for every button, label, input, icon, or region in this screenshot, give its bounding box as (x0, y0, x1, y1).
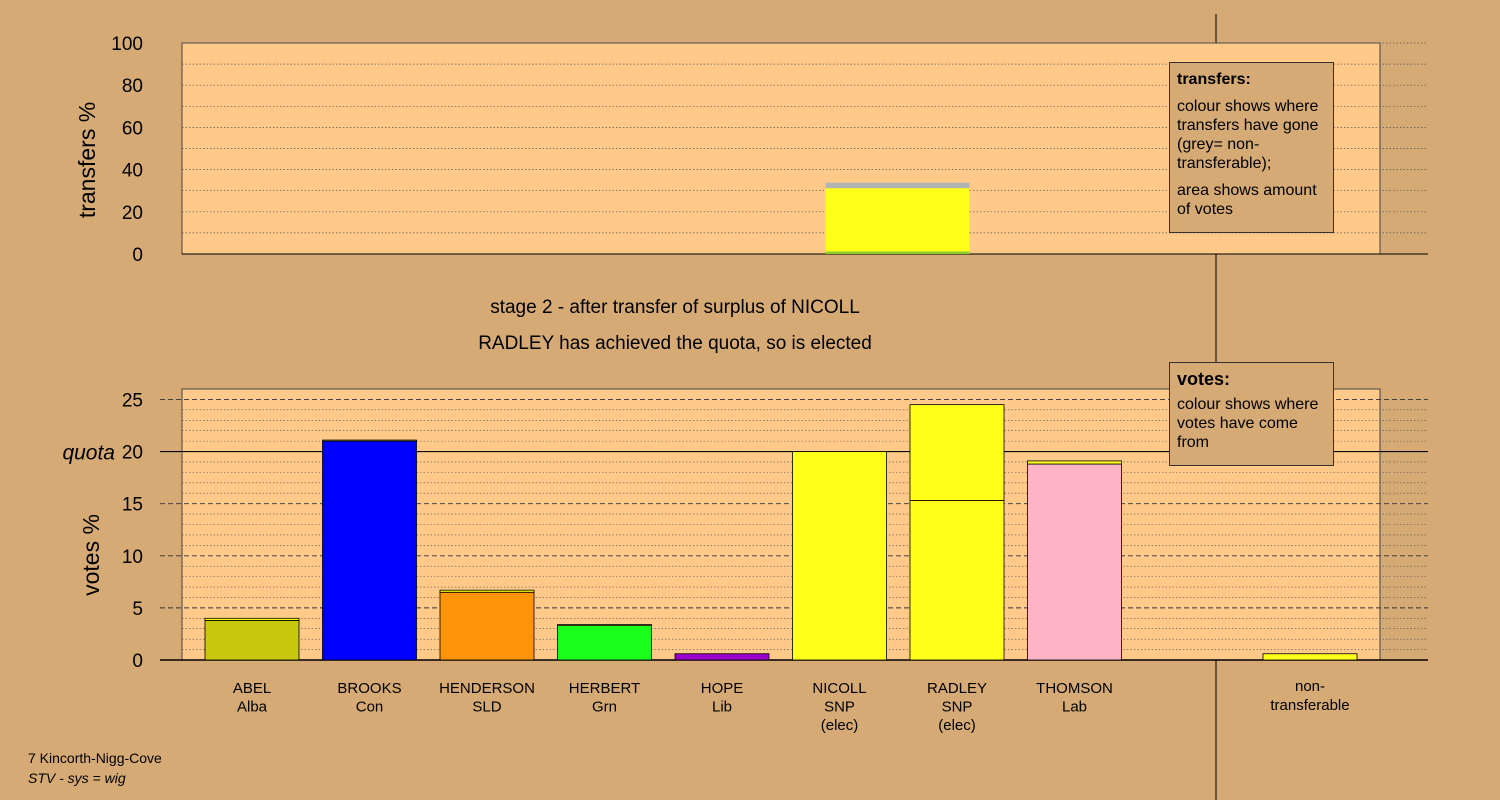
votes-bar-segment (322, 439, 417, 442)
nontransferable-label: transferable (1270, 697, 1349, 714)
candidate-label: ABEL (233, 680, 271, 697)
candidate-label: HOPE (701, 680, 744, 697)
votes-y-axis-label: votes % (78, 514, 104, 596)
candidate-label: SNP (824, 699, 855, 716)
candidate-label: SNP (942, 699, 973, 716)
stage-subtitle: stage 2 - after transfer of surplus of N… (490, 297, 860, 318)
elected-subtitle: RADLEY has achieved the quota, so is ele… (478, 333, 872, 354)
votes-y-tick-label: 5 (132, 599, 143, 620)
votes-bar-segment (439, 591, 535, 661)
votes-legend-heading: votes: (1177, 369, 1231, 389)
votes-bar-segment (204, 619, 300, 661)
candidate-label: HENDERSON (439, 680, 535, 697)
transfers-y-tick-label: 40 (122, 161, 143, 182)
candidate-label: SLD (472, 699, 501, 716)
quota-label: quota (62, 442, 115, 465)
candidate-label: BROOKS (337, 680, 401, 697)
transfers-y-tick-label: 60 (122, 118, 143, 139)
transfers-y-tick-label: 100 (111, 34, 143, 55)
transfers-y-axis-label: transfers % (74, 102, 100, 218)
votes-bar-segment (204, 617, 300, 621)
votes-bar-segment (909, 500, 1005, 661)
transfers-legend-text-colour: colour shows where transfers have gone (… (1177, 98, 1319, 172)
votes-bar-segment (557, 625, 652, 661)
votes-y-tick-label: 25 (122, 390, 143, 411)
candidate-label: Lab (1062, 699, 1087, 716)
candidate-label: RADLEY (927, 680, 987, 697)
votes-bar-segment (909, 404, 1005, 501)
footer: 7 Kincorth-Nigg-Cove STV - sys = wig (28, 748, 162, 788)
nontransferable-label: non- (1295, 678, 1325, 695)
transfers-legend-heading: transfers: (1177, 71, 1251, 88)
candidate-label: HERBERT (569, 680, 640, 697)
candidate-label: (elec) (938, 717, 976, 734)
votes-y-tick-label: 15 (122, 495, 143, 516)
candidate-label: (elec) (821, 717, 859, 734)
ward-name: 7 Kincorth-Nigg-Cove (28, 750, 162, 766)
candidate-label: Con (356, 699, 384, 716)
votes-bar-segment (439, 589, 535, 593)
votes-y-tick-label: 10 (122, 547, 143, 568)
system-label: STV - sys = wig (28, 770, 126, 786)
transfers-bar-segment (825, 188, 970, 252)
candidate-label: Alba (237, 699, 268, 716)
votes-legend-text: colour shows where votes have come from (1177, 396, 1319, 451)
votes-bar-segment (322, 440, 417, 661)
transfers-legend-text-area: area shows amount of votes (1177, 182, 1317, 218)
nontransferable-bar (1262, 653, 1358, 661)
votes-bar-segment (792, 451, 887, 661)
transfers-y-tick-label: 0 (132, 245, 143, 266)
candidate-label: Lib (712, 699, 732, 716)
votes-y-tick-label: 0 (132, 651, 143, 672)
transfers-y-tick-label: 80 (122, 76, 143, 97)
votes-bar-segment (1027, 463, 1122, 661)
votes-bar-segment (1027, 460, 1122, 465)
candidate-label: NICOLL (812, 680, 866, 697)
votes-chart: 0 5 10 15 20 25 quota votes % ABEL Alba BROOKS Con H… (62, 388, 1428, 734)
candidate-label: Grn (592, 699, 617, 716)
transfers-bar-segment (825, 251, 970, 254)
votes-y-tick-label: 20 (122, 443, 143, 464)
votes-bar-segment (557, 624, 652, 627)
votes-bar-segment (674, 653, 770, 661)
transfers-legend: transfers: colour shows where transfers … (1169, 62, 1334, 233)
transfers-y-tick-label: 20 (122, 203, 143, 224)
transfers-bar-segment (825, 182, 970, 189)
votes-legend: votes: colour shows where votes have com… (1169, 362, 1334, 466)
candidate-label: THOMSON (1036, 680, 1113, 697)
